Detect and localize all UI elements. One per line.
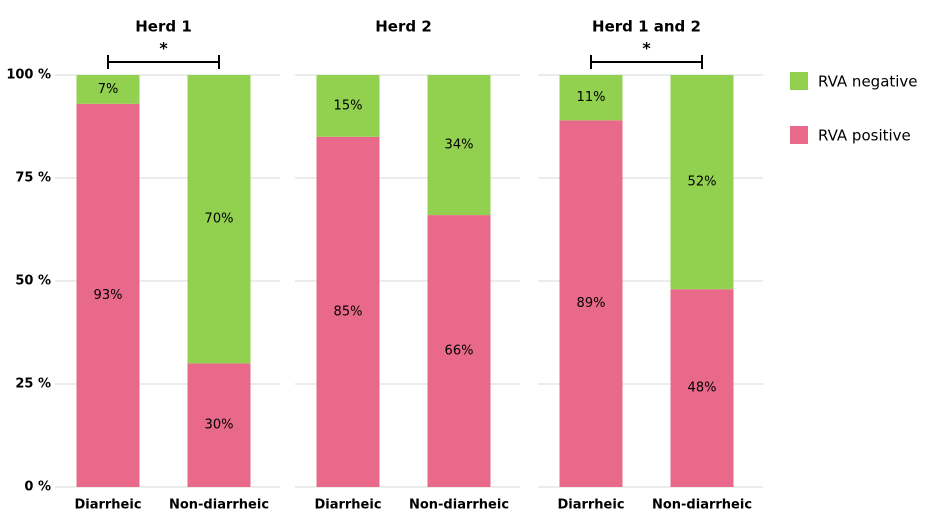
bar-segment — [76, 75, 140, 104]
y-tick-label: 50 % — [15, 274, 51, 289]
x-tick-label: Diarrheic — [74, 498, 141, 513]
value-label: 70% — [205, 212, 234, 227]
annotation: * — [642, 39, 651, 58]
bar-segment — [316, 75, 380, 137]
value-label: 89% — [577, 296, 606, 311]
legend-swatch — [790, 126, 808, 144]
value-label: 30% — [205, 418, 234, 433]
legend-swatch — [790, 72, 808, 90]
bar-segment — [670, 75, 734, 290]
bar-segment — [316, 136, 380, 488]
x-tick-label: Non-diarrheic — [169, 498, 269, 513]
value-label: 52% — [688, 175, 717, 190]
x-tick-label: Non-diarrheic — [652, 498, 752, 513]
x-tick-label: Diarrheic — [314, 498, 381, 513]
value-label: 93% — [94, 288, 123, 303]
value-label: 66% — [445, 344, 474, 359]
panel-title: Herd 1 — [135, 18, 192, 36]
y-tick-label: 0 % — [24, 480, 51, 495]
legend-label: RVA negative — [818, 73, 918, 91]
annotation: * — [159, 39, 168, 58]
x-tick-label: Diarrheic — [557, 498, 624, 513]
value-label: 34% — [445, 138, 474, 153]
bar-segment — [427, 75, 491, 216]
y-tick-label: 25 % — [15, 377, 51, 392]
panel-title: Herd 1 and 2 — [592, 18, 701, 36]
bar-segment — [187, 363, 251, 487]
bar-segment — [76, 103, 140, 487]
bar-segment — [559, 120, 623, 487]
value-label: 15% — [334, 98, 363, 113]
y-tick-label: 75 % — [15, 171, 51, 186]
y-tick-label: 100 % — [6, 68, 51, 83]
bar-segment — [187, 75, 251, 364]
value-label: 7% — [98, 82, 119, 97]
legend-label: RVA positive — [818, 127, 911, 145]
x-tick-label: Non-diarrheic — [409, 498, 509, 513]
bar-segment — [559, 75, 623, 121]
bar-segment — [670, 289, 734, 487]
bar-segment — [427, 215, 491, 487]
panel-title: Herd 2 — [375, 18, 432, 36]
value-label: 11% — [577, 90, 606, 105]
value-label: 48% — [688, 381, 717, 396]
value-label: 85% — [334, 304, 363, 319]
